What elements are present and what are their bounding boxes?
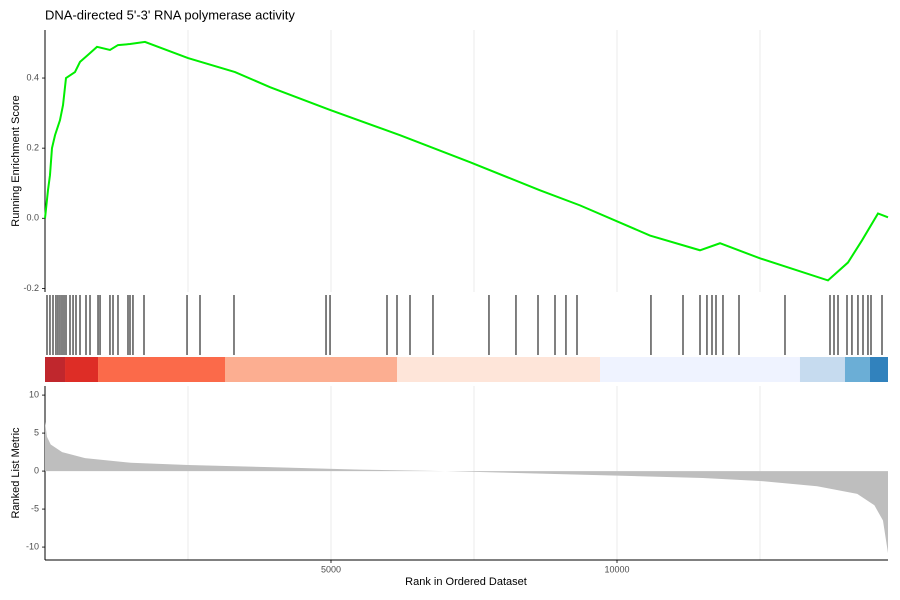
- color-bar-segment: [600, 357, 800, 382]
- color-bar-segment: [225, 357, 398, 382]
- y-tick-label: 0.2: [26, 143, 39, 153]
- y-tick-label: 0.4: [26, 72, 39, 82]
- y-axis-title: Ranked List Metric: [10, 427, 22, 519]
- y-tick-label: -10: [26, 541, 39, 551]
- ranked-metric-area: [45, 421, 888, 554]
- color-bar-segment: [45, 357, 66, 382]
- y-tick-label: 0: [34, 465, 39, 475]
- color-bar-segment: [869, 357, 888, 382]
- y-tick-label: 10: [29, 389, 39, 399]
- y-tick-label: -0.2: [23, 283, 39, 293]
- color-bar-segment: [65, 357, 99, 382]
- x-axis-title: Rank in Ordered Dataset: [405, 576, 527, 588]
- color-bar-segment: [397, 357, 601, 382]
- x-tick-label: 5000: [321, 564, 341, 574]
- y-tick-label: 5: [34, 427, 39, 437]
- color-bar-segment: [799, 357, 845, 382]
- color-bar-segment: [98, 357, 226, 382]
- chart-title: DNA-directed 5'-3' RNA polymerase activi…: [45, 7, 295, 22]
- enrichment-line: [44, 40, 889, 282]
- y-axis-title: Running Enrichment Score: [10, 95, 22, 226]
- color-bar-segment: [844, 357, 870, 382]
- x-tick-label: 10000: [604, 564, 629, 574]
- y-tick-label: 0.0: [26, 213, 39, 223]
- y-tick-label: -5: [31, 503, 39, 513]
